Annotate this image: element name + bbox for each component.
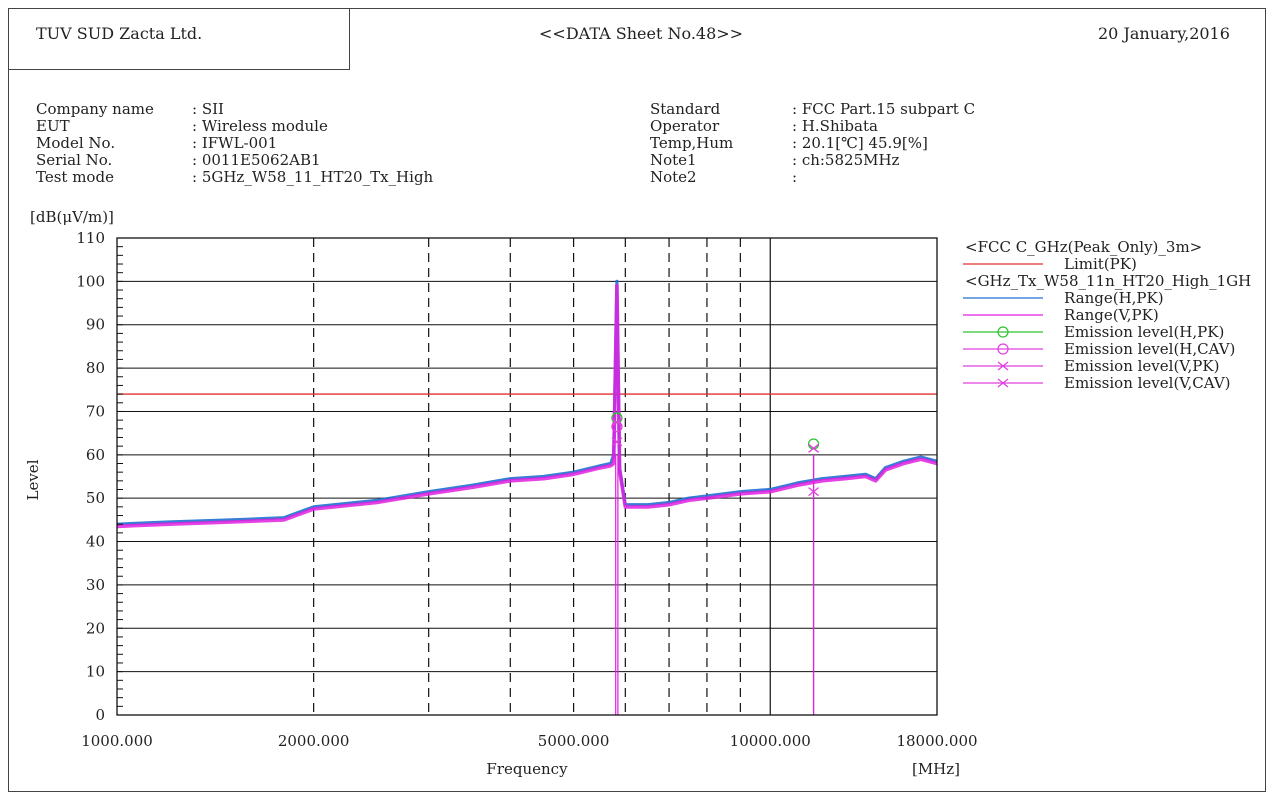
y-tick-label: 40 [86, 533, 105, 551]
legend-item-label: Emission level(V,CAV) [1064, 374, 1231, 392]
y-tick-label: 100 [76, 272, 105, 290]
cross-stroke [808, 443, 819, 453]
y-unit-label: [dB(μV/m)] [30, 208, 114, 226]
info-label: Test mode [36, 168, 114, 186]
info-right-values: : FCC Part.15 subpart C : H.Shibata : 20… [792, 101, 975, 186]
x-unit-label: [MHz] [912, 760, 960, 778]
y-tick-label: 50 [86, 489, 105, 507]
legend-circle-marker [997, 343, 1009, 355]
x-axis-title: Frequency [486, 760, 568, 778]
info-value: : FCC Part.15 subpart C [792, 100, 976, 118]
company-box [8, 8, 350, 70]
info-value: : H.Shibata [792, 117, 878, 135]
y-tick-label: 90 [86, 316, 105, 334]
sheet-frame [8, 8, 1266, 792]
info-label: Note2 [650, 168, 697, 186]
emission-circle-marker [807, 438, 820, 450]
y-axis-title: Level [24, 459, 42, 500]
y-tick-label: 0 [95, 706, 105, 724]
x-tick-label: 5000.000 [538, 732, 610, 750]
info-value: : 5GHz_W58_11_HT20_Tx_High [192, 168, 434, 186]
info-left-labels: Company name EUT Model No. Serial No. Te… [36, 101, 154, 186]
cross-stroke [611, 437, 623, 447]
y-tick-label: 10 [86, 663, 105, 681]
info-value: : SII [192, 100, 224, 118]
y-tick-label: 30 [86, 576, 105, 594]
range-v-pk-trace [116, 283, 938, 529]
info-label: Model No. [36, 134, 116, 152]
info-label: Temp,Hum [650, 134, 734, 152]
x-tick-label: 1000.000 [81, 732, 153, 750]
y-tick-label: 110 [76, 229, 105, 247]
report-date: 20 January,2016 [1098, 24, 1230, 43]
info-left-values: : SII : Wireless module : IFWL-001 : 001… [192, 101, 433, 186]
info-label: Serial No. [36, 151, 113, 169]
company-title: TUV SUD Zacta Ltd. [36, 24, 203, 43]
y-tick-label: 70 [86, 402, 105, 420]
info-label: Operator [650, 117, 720, 135]
legend-circle-marker [997, 326, 1009, 338]
legend-cross-stroke [997, 361, 1009, 371]
emission-cross-marker [808, 487, 819, 497]
info-label: Note1 [650, 151, 697, 169]
info-label: EUT [36, 117, 70, 135]
info-label: Standard [650, 100, 721, 118]
x-tick-label: 2000.000 [278, 732, 350, 750]
plot-frame [116, 237, 938, 716]
info-right-labels: Standard Operator Temp,Hum Note1 Note2 [650, 101, 733, 186]
info-value: : Wireless module [192, 117, 328, 135]
legend-cross-stroke [997, 378, 1009, 388]
legend-item-label: Emission level(H,CAV) [1064, 340, 1235, 358]
cross-stroke [808, 487, 819, 497]
x-tick-label: 10000.000 [730, 732, 811, 750]
info-value: : 20.1[℃] 45.9[%] [792, 134, 928, 152]
info-value: : [792, 168, 798, 186]
info-value: : ch:5825MHz [792, 151, 900, 169]
cross-stroke [611, 417, 623, 427]
info-value: : 0011E5062AB1 [192, 151, 321, 169]
emission-cross-marker [611, 417, 623, 427]
legend-item-label: Range(V,PK) [1064, 306, 1159, 324]
legend-group-title: <GHz_Tx_W58_11n_HT20_High_1GH [965, 272, 1251, 290]
x-tick-label: 18000.000 [896, 732, 977, 750]
emission-cross-marker [611, 437, 623, 447]
sheet-number: <<DATA Sheet No.48>> [539, 24, 744, 43]
info-value: : IFWL-001 [192, 134, 278, 152]
y-tick-label: 20 [86, 619, 105, 637]
legend-group-title: <FCC C_GHz(Peak_Only)_3m> [965, 238, 1202, 256]
legend-item-label: Limit(PK) [1064, 255, 1137, 273]
info-label: Company name [36, 100, 154, 118]
y-tick-label: 60 [86, 446, 105, 464]
y-tick-label: 80 [86, 359, 105, 377]
emission-cross-marker [808, 443, 819, 453]
legend-item-label: Range(H,PK) [1064, 289, 1164, 307]
legend-item-label: Emission level(H,PK) [1064, 323, 1224, 341]
legend-item-label: Emission level(V,PK) [1064, 357, 1219, 375]
